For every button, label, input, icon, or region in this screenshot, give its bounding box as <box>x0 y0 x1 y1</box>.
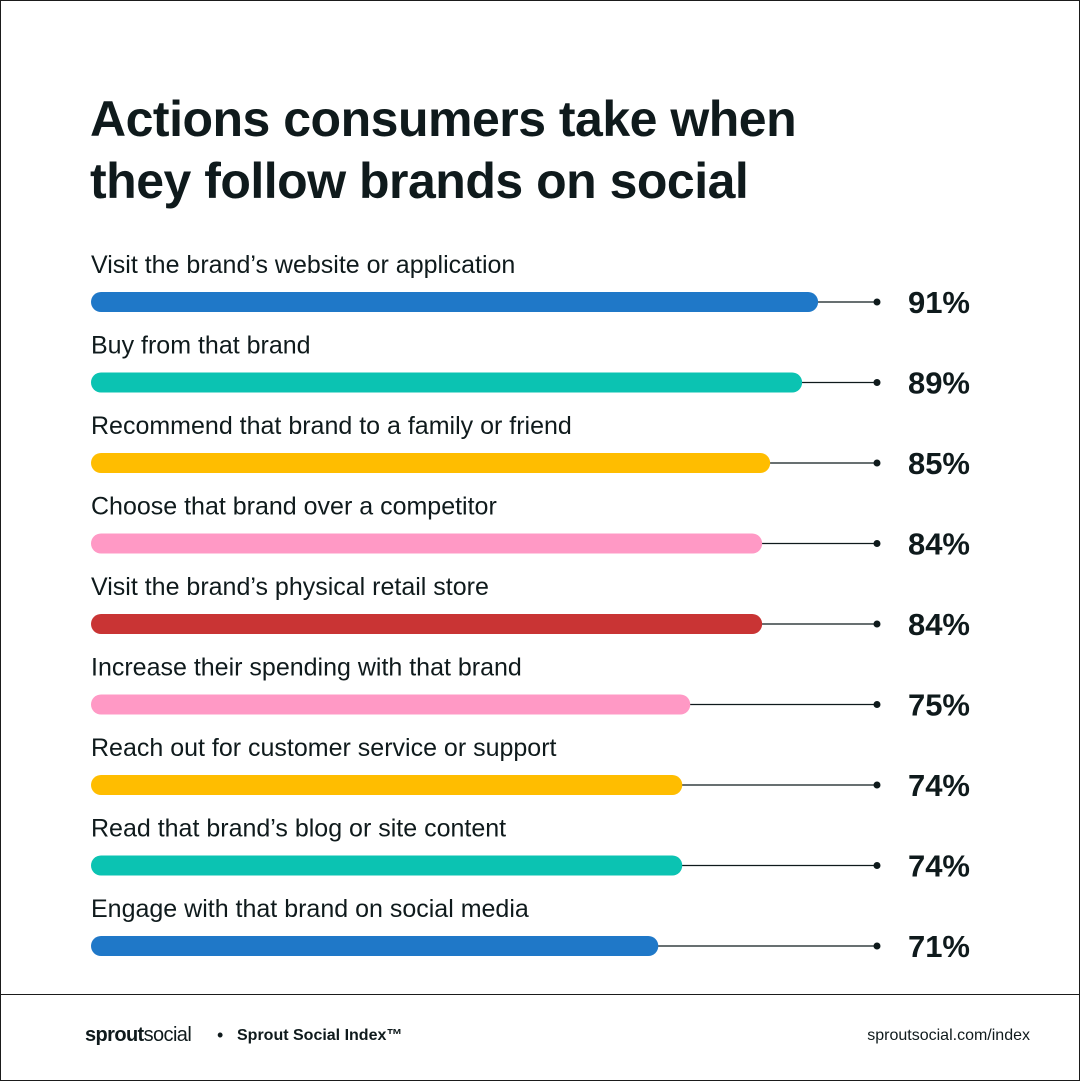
bar <box>91 936 659 956</box>
category-label: Visit the brand’s website or application <box>91 251 515 279</box>
footer-divider <box>0 994 1080 995</box>
sproutsocial-logo: sproutsocial <box>85 1024 192 1047</box>
bar <box>91 614 763 634</box>
value-label: 74% <box>908 768 970 803</box>
category-label: Read that brand’s blog or site content <box>91 815 506 843</box>
category-label: Choose that brand over a competitor <box>91 493 497 521</box>
leader-dot <box>873 781 881 789</box>
logo-bold-part: sprout <box>85 1024 144 1046</box>
leader-dot <box>873 942 881 950</box>
chart-title-line-1: Actions consumers take when <box>90 91 797 147</box>
leader-dot <box>873 862 881 869</box>
footer-url: sproutsocial.com/index <box>867 1027 1030 1044</box>
footer: sproutsocial • Sprout Social Index™ spro… <box>0 995 1080 1081</box>
chart-title-line-2: they follow brands on social <box>90 153 749 209</box>
index-label: Sprout Social Index™ <box>237 1027 403 1044</box>
value-label: 71% <box>908 929 970 964</box>
category-label: Recommend that brand to a family or frie… <box>91 412 572 440</box>
bar <box>91 453 771 473</box>
bar <box>91 372 803 393</box>
leader-dot <box>873 540 881 547</box>
leader-dot <box>873 701 881 708</box>
logo-light-part: social <box>143 1024 192 1046</box>
bar <box>91 775 683 795</box>
bar <box>91 533 763 554</box>
bar <box>91 855 683 876</box>
value-label: 75% <box>908 688 970 723</box>
category-label: Engage with that brand on social media <box>91 895 529 923</box>
value-label: 74% <box>908 849 970 884</box>
leader-dot <box>873 379 881 386</box>
category-label: Increase their spending with that brand <box>91 654 522 682</box>
value-label: 85% <box>908 446 970 481</box>
category-label: Buy from that brand <box>91 332 311 360</box>
bar <box>91 694 691 715</box>
value-label: 84% <box>908 607 970 642</box>
bar-chart: Visit the brand’s website or application… <box>91 251 970 964</box>
leader-dot <box>873 298 881 306</box>
value-label: 91% <box>908 285 970 320</box>
category-label: Reach out for customer service or suppor… <box>91 734 557 762</box>
leader-dot <box>873 459 881 467</box>
value-label: 89% <box>908 366 970 401</box>
category-label: Visit the brand’s physical retail store <box>91 573 489 601</box>
bar <box>91 292 819 312</box>
separator-dot: • <box>217 1025 224 1045</box>
value-label: 84% <box>908 527 970 562</box>
chart-title: Actions consumers take when they follow … <box>90 88 990 212</box>
leader-dot <box>873 620 881 628</box>
